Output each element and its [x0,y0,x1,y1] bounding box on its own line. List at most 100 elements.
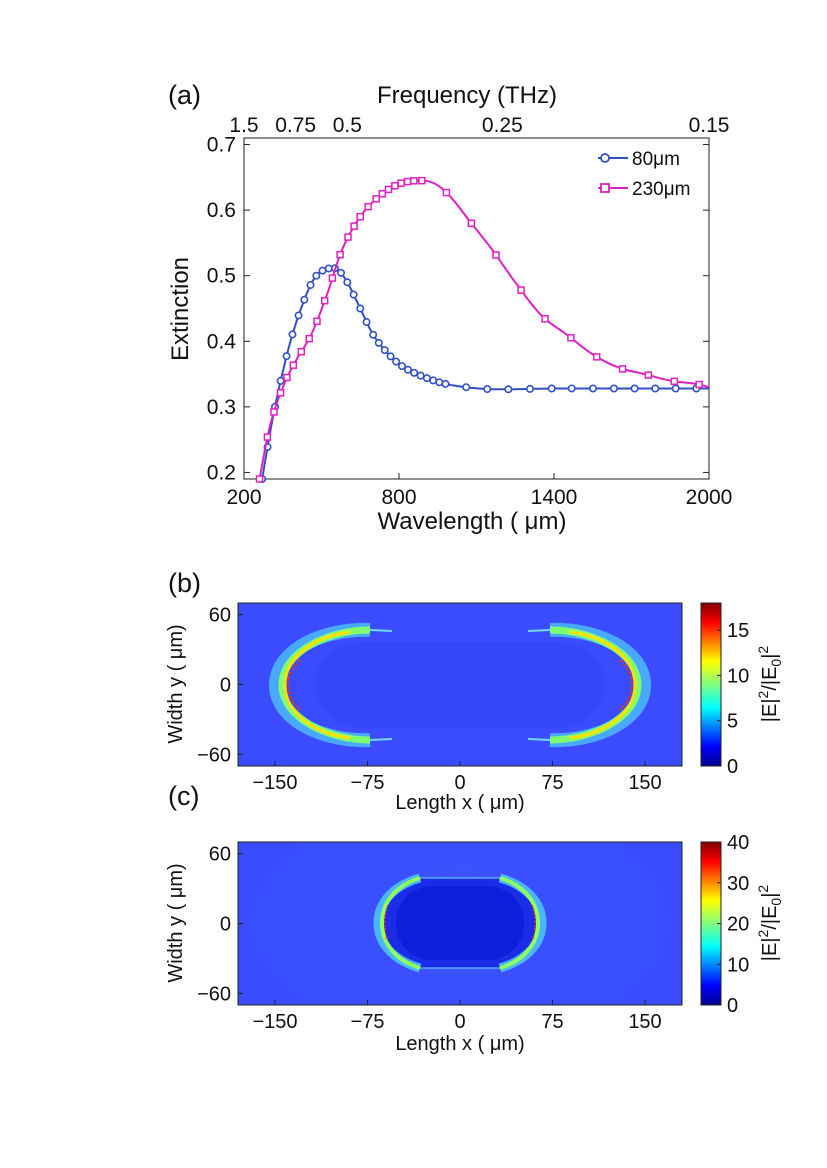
data-point [588,384,597,393]
y-tick-label-a: 0.5 [207,265,236,288]
colorbar-tick-label: 10 [727,665,749,687]
data-point [442,188,451,197]
data-point [283,373,291,382]
data-point [362,318,371,327]
data-point [609,384,618,393]
colorbar-b [700,602,722,767]
x-axis-title-c: Length x ( μm) [395,1033,524,1055]
y-tick-label: −60 [197,983,231,1005]
x-tick-label: 150 [628,1011,661,1033]
top-tick-label-a: 0.75 [275,114,316,137]
legend: 80μm 230μm [598,149,690,200]
data-point [483,385,492,394]
y-tick-label: 60 [209,605,231,627]
data-point [567,334,575,342]
data-point [276,376,285,385]
data-point [312,271,321,280]
data-point [644,371,653,379]
data-point [630,384,639,393]
colorbar-label-b: |E|2/|E0|2 [755,646,784,723]
x-tick-label-a: 800 [381,486,416,509]
top-tick-label-a: 0.5 [333,114,362,137]
top-tick-label-a: 1.5 [229,114,258,137]
data-point [397,179,405,187]
data-point [378,190,387,198]
data-point [492,251,500,259]
data-point [567,384,576,393]
data-point [380,346,389,355]
data-point [403,177,412,186]
data-point [300,295,309,304]
data-point [410,177,418,185]
legend-marker [600,153,610,163]
data-point [392,357,401,366]
data-point [297,347,306,356]
colorbar-tick-label: 40 [727,832,749,854]
data-point [441,379,450,388]
x-tick-label: −75 [351,772,385,794]
x-axis-title-a: Wavelength ( μm) [378,508,567,535]
data-point [671,384,680,393]
x-tick-label: −150 [252,772,297,794]
data-point [289,361,298,369]
data-point [276,389,285,397]
data-point [517,286,525,294]
data-point [349,290,358,299]
data-point [288,330,297,339]
data-point [462,383,471,392]
data-point [418,176,426,185]
data-point [541,315,549,323]
data-point [403,365,412,374]
data-point [282,352,291,361]
top-axis-title: Frequency (THz) [377,82,557,109]
x-tick-label-a: 2000 [686,486,733,509]
data-point [350,222,358,230]
data-point [343,278,352,287]
data-point [695,380,703,389]
x-axis-title-b: Length x ( μm) [395,792,524,814]
data-point [525,384,534,393]
series-line-square [258,179,710,480]
data-point [369,330,378,339]
data-point [435,378,444,387]
data-point [255,475,264,483]
y-tick-label: 0 [220,914,231,936]
panel-label-a: (a) [168,80,201,110]
y-tick-label-a: 0.6 [207,199,236,222]
legend-label: 80μm [632,149,680,170]
data-point [410,368,419,377]
y-tick-label: 60 [209,844,231,866]
x-tick-label: 150 [628,772,661,794]
x-tick-label: 75 [541,1011,563,1033]
data-point [263,433,272,441]
data-point [336,250,344,259]
data-point [651,384,660,393]
colorbar-tick-label: 0 [727,756,738,778]
x-tick-label: −75 [351,1011,385,1033]
legend-label: 230μm [632,179,690,200]
colorbar-label-c: |E|2/|E0|2 [755,885,784,962]
x-tick-label: 75 [541,772,563,794]
y-axis-title-b: Width y ( μm) [165,624,187,743]
legend-marker [600,183,610,193]
data-point [618,365,627,373]
y-axis-title-a: Extinction [167,257,194,361]
colorbar-tick-label: 15 [727,620,749,642]
data-point [320,296,329,305]
data-point [328,274,337,282]
extinction-chart: (a) Frequency (THz) 1.5 0.75 0.5 0.25 0.15 2… [167,80,732,535]
data-point [337,268,346,277]
data-point [384,185,393,194]
data-point [670,377,679,386]
data-point [313,317,321,325]
colorbar-tick-label: 5 [727,711,738,733]
colorbar-tick-label: 10 [727,954,749,976]
data-point [416,371,425,380]
panel-label-b: (b) [168,568,201,598]
x-tick-label-a: 200 [226,486,261,509]
data-point [270,408,278,416]
top-tick-label-a: 0.25 [482,114,523,137]
y-tick-label-a: 0.3 [207,396,236,419]
x-tick-label: 0 [454,1011,465,1033]
